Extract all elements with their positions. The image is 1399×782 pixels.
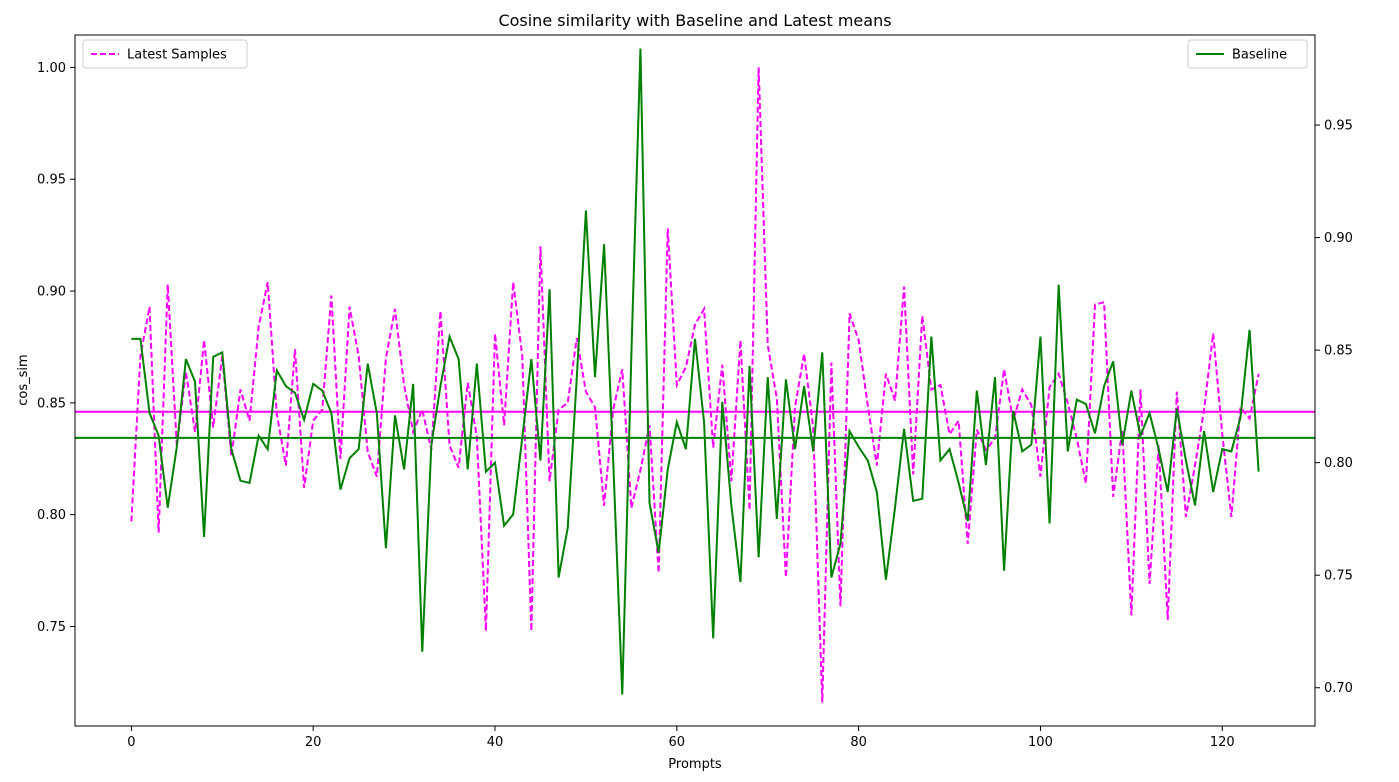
- legend-0: Latest Samples: [82, 39, 248, 69]
- y-left-tick-label: 0.90: [37, 285, 66, 300]
- x-tick-label: 80: [850, 735, 867, 750]
- y-axis-title: cos_sim: [16, 354, 31, 405]
- y-right-tick-label: 0.95: [1324, 119, 1353, 134]
- y-right-tick-label: 0.70: [1324, 681, 1353, 696]
- series-line-0: [130, 67, 1260, 703]
- x-tick-label: 40: [487, 735, 504, 750]
- x-tick-label: 120: [1210, 735, 1235, 750]
- legend-box: [1187, 39, 1308, 69]
- y-left-tick-label: 0.80: [37, 508, 66, 523]
- x-tick-label: 0: [127, 735, 135, 750]
- y-right-tick-label: 0.90: [1324, 231, 1353, 246]
- x-axis-title: Prompts: [668, 757, 722, 772]
- y-left-tick-label: 1.00: [37, 61, 66, 76]
- series-line-1: [131, 48, 1260, 695]
- legend-box: [82, 39, 248, 69]
- y-left-tick-label: 0.85: [37, 396, 66, 411]
- y-left-tick-label: 0.95: [37, 173, 66, 188]
- legend-1: Baseline: [1187, 39, 1308, 69]
- legend-label: Baseline: [1232, 48, 1287, 63]
- y-right-tick-label: 0.85: [1324, 344, 1353, 359]
- legend-label: Latest Samples: [127, 48, 227, 63]
- y-right-tick-label: 0.80: [1324, 456, 1353, 471]
- y-right-tick-label: 0.75: [1324, 569, 1353, 584]
- x-tick-label: 100: [1028, 735, 1053, 750]
- chart-title: Cosine similarity with Baseline and Late…: [498, 11, 891, 30]
- plot-frame: [74, 34, 1316, 727]
- x-tick-label: 60: [669, 735, 686, 750]
- y-left-tick-label: 0.75: [37, 620, 66, 635]
- x-tick-label: 20: [305, 735, 322, 750]
